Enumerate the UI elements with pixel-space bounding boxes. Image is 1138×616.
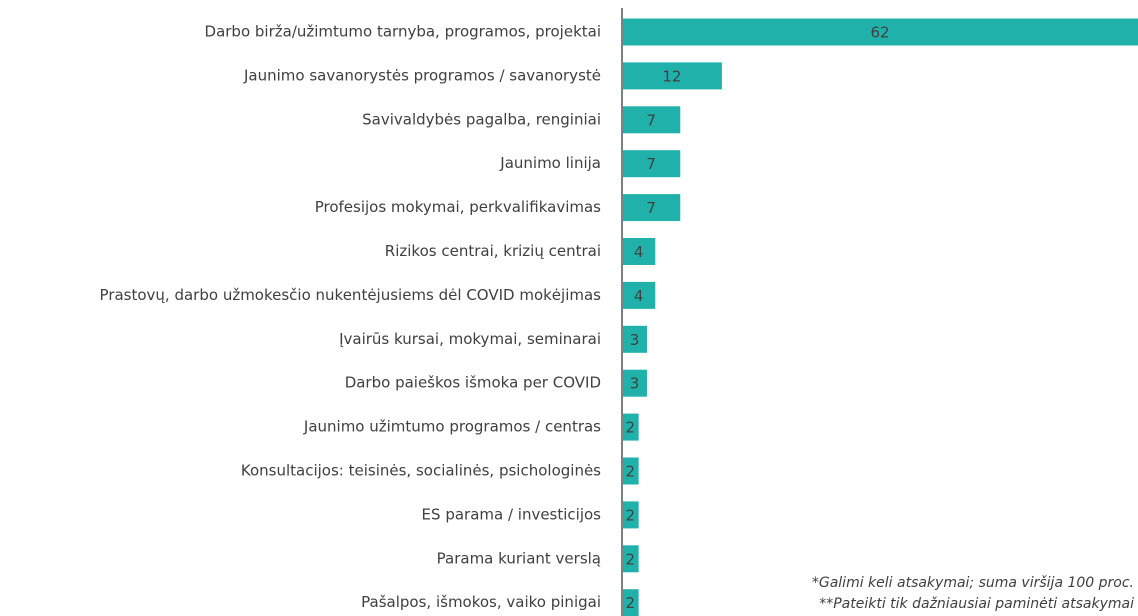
value-label: 7 [646,111,656,129]
y-tick-label: Prastovų, darbo užmokesčio nukentėjusiem… [100,286,602,304]
y-tick-label: Jaunimo savanorystės programos / savanor… [243,66,601,84]
value-label: 2 [626,506,636,524]
y-tick-label: Darbo birža/užimtumo tarnyba, programos,… [205,23,601,41]
bar [622,18,1138,46]
value-label: 2 [626,594,636,612]
y-tick-label: Konsultacijos: teisinės, socialinės, psi… [241,462,601,480]
bar [622,325,647,353]
value-label: 4 [634,287,644,305]
bar [622,238,656,265]
y-tick-label: Jaunimo užimtumo programos / centras [303,418,601,436]
annotation: **Pateikti tik dažniausiai paminėti atsa… [819,596,1134,612]
bar [622,369,647,397]
bar [622,457,639,485]
value-label: 3 [630,375,640,393]
value-label: 4 [634,243,644,261]
value-label: 3 [630,331,640,349]
bar [622,501,639,529]
annotation: *Galimi keli atsakymai; suma viršija 100… [812,575,1134,591]
y-tick-label: Įvairūs kursai, mokymai, seminarai [339,330,601,348]
bar [622,545,639,573]
bar [622,281,656,309]
value-label: 7 [646,155,656,173]
value-label: 7 [646,199,656,217]
bar [622,106,681,134]
bar [622,150,681,178]
y-tick-label: Profesijos mokymai, perkvalifikavimas [315,198,601,216]
value-label: 2 [626,419,636,437]
value-label: 2 [626,550,636,568]
value-label: 62 [870,24,889,42]
bar [622,589,639,616]
bar [622,194,681,222]
bar [622,62,722,90]
y-tick-label: Savivaldybės pagalba, renginiai [362,110,601,128]
bar [622,413,639,441]
value-label: 12 [662,67,681,85]
y-tick-label: Jaunimo linija [499,154,601,172]
y-tick-label: Rizikos centrai, krizių centrai [385,242,601,260]
y-tick-label: Darbo paieškos išmoka per COVID [345,374,601,392]
y-tick-label: Pašalpos, išmokos, vaiko pinigai [361,593,601,611]
y-tick-label: Parama kuriant verslą [437,549,601,567]
y-tick-label: ES parama / investicijos [422,505,602,523]
value-label: 2 [626,463,636,481]
